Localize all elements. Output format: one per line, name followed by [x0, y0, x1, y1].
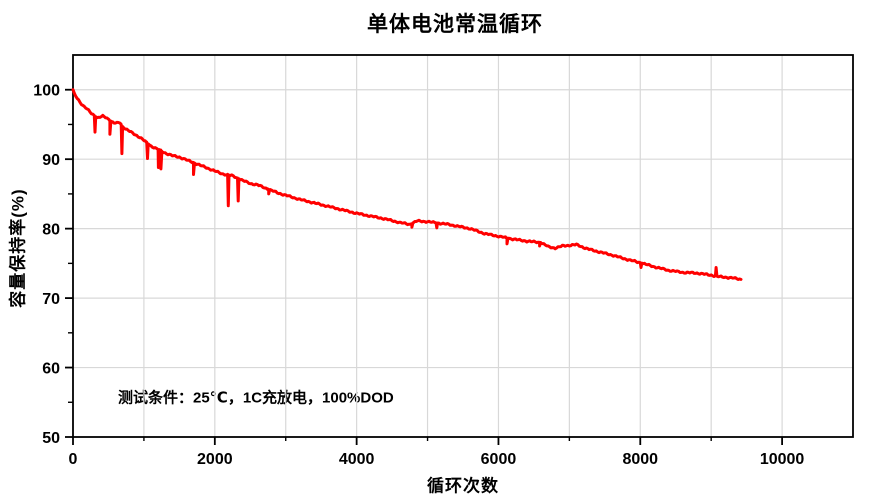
- chart-title: 单体电池常温循环: [367, 13, 543, 36]
- tick-label: 90: [42, 152, 60, 169]
- tick-label: 70: [42, 291, 60, 308]
- x-axis-label: 循环次数: [427, 476, 499, 496]
- tick-label: 10000: [760, 451, 805, 468]
- tick-label: 60: [42, 361, 60, 378]
- axis-frame: [72, 54, 854, 438]
- grid-lines: [73, 55, 853, 437]
- tick-label: 2000: [197, 451, 233, 468]
- y-axis-ticks: [65, 88, 73, 438]
- tick-label: 8000: [622, 451, 658, 468]
- tick-label: 6000: [481, 451, 517, 468]
- test-conditions-annotation: 测试条件：25℃，1C充放电，100%DOD: [118, 389, 394, 407]
- x-axis-ticks: [72, 437, 783, 445]
- tick-label: 50: [42, 430, 60, 447]
- tick-label: 4000: [339, 451, 375, 468]
- tick-label: 100: [33, 83, 60, 100]
- x-tick-labels: 0 2000 4000 6000 8000 10000: [69, 451, 805, 468]
- y-tick-labels: 50 60 70 80 90 100: [33, 83, 60, 447]
- tick-label: 0: [69, 451, 78, 468]
- capacity-retention-curve: [71, 88, 743, 281]
- tick-label: 80: [42, 222, 60, 239]
